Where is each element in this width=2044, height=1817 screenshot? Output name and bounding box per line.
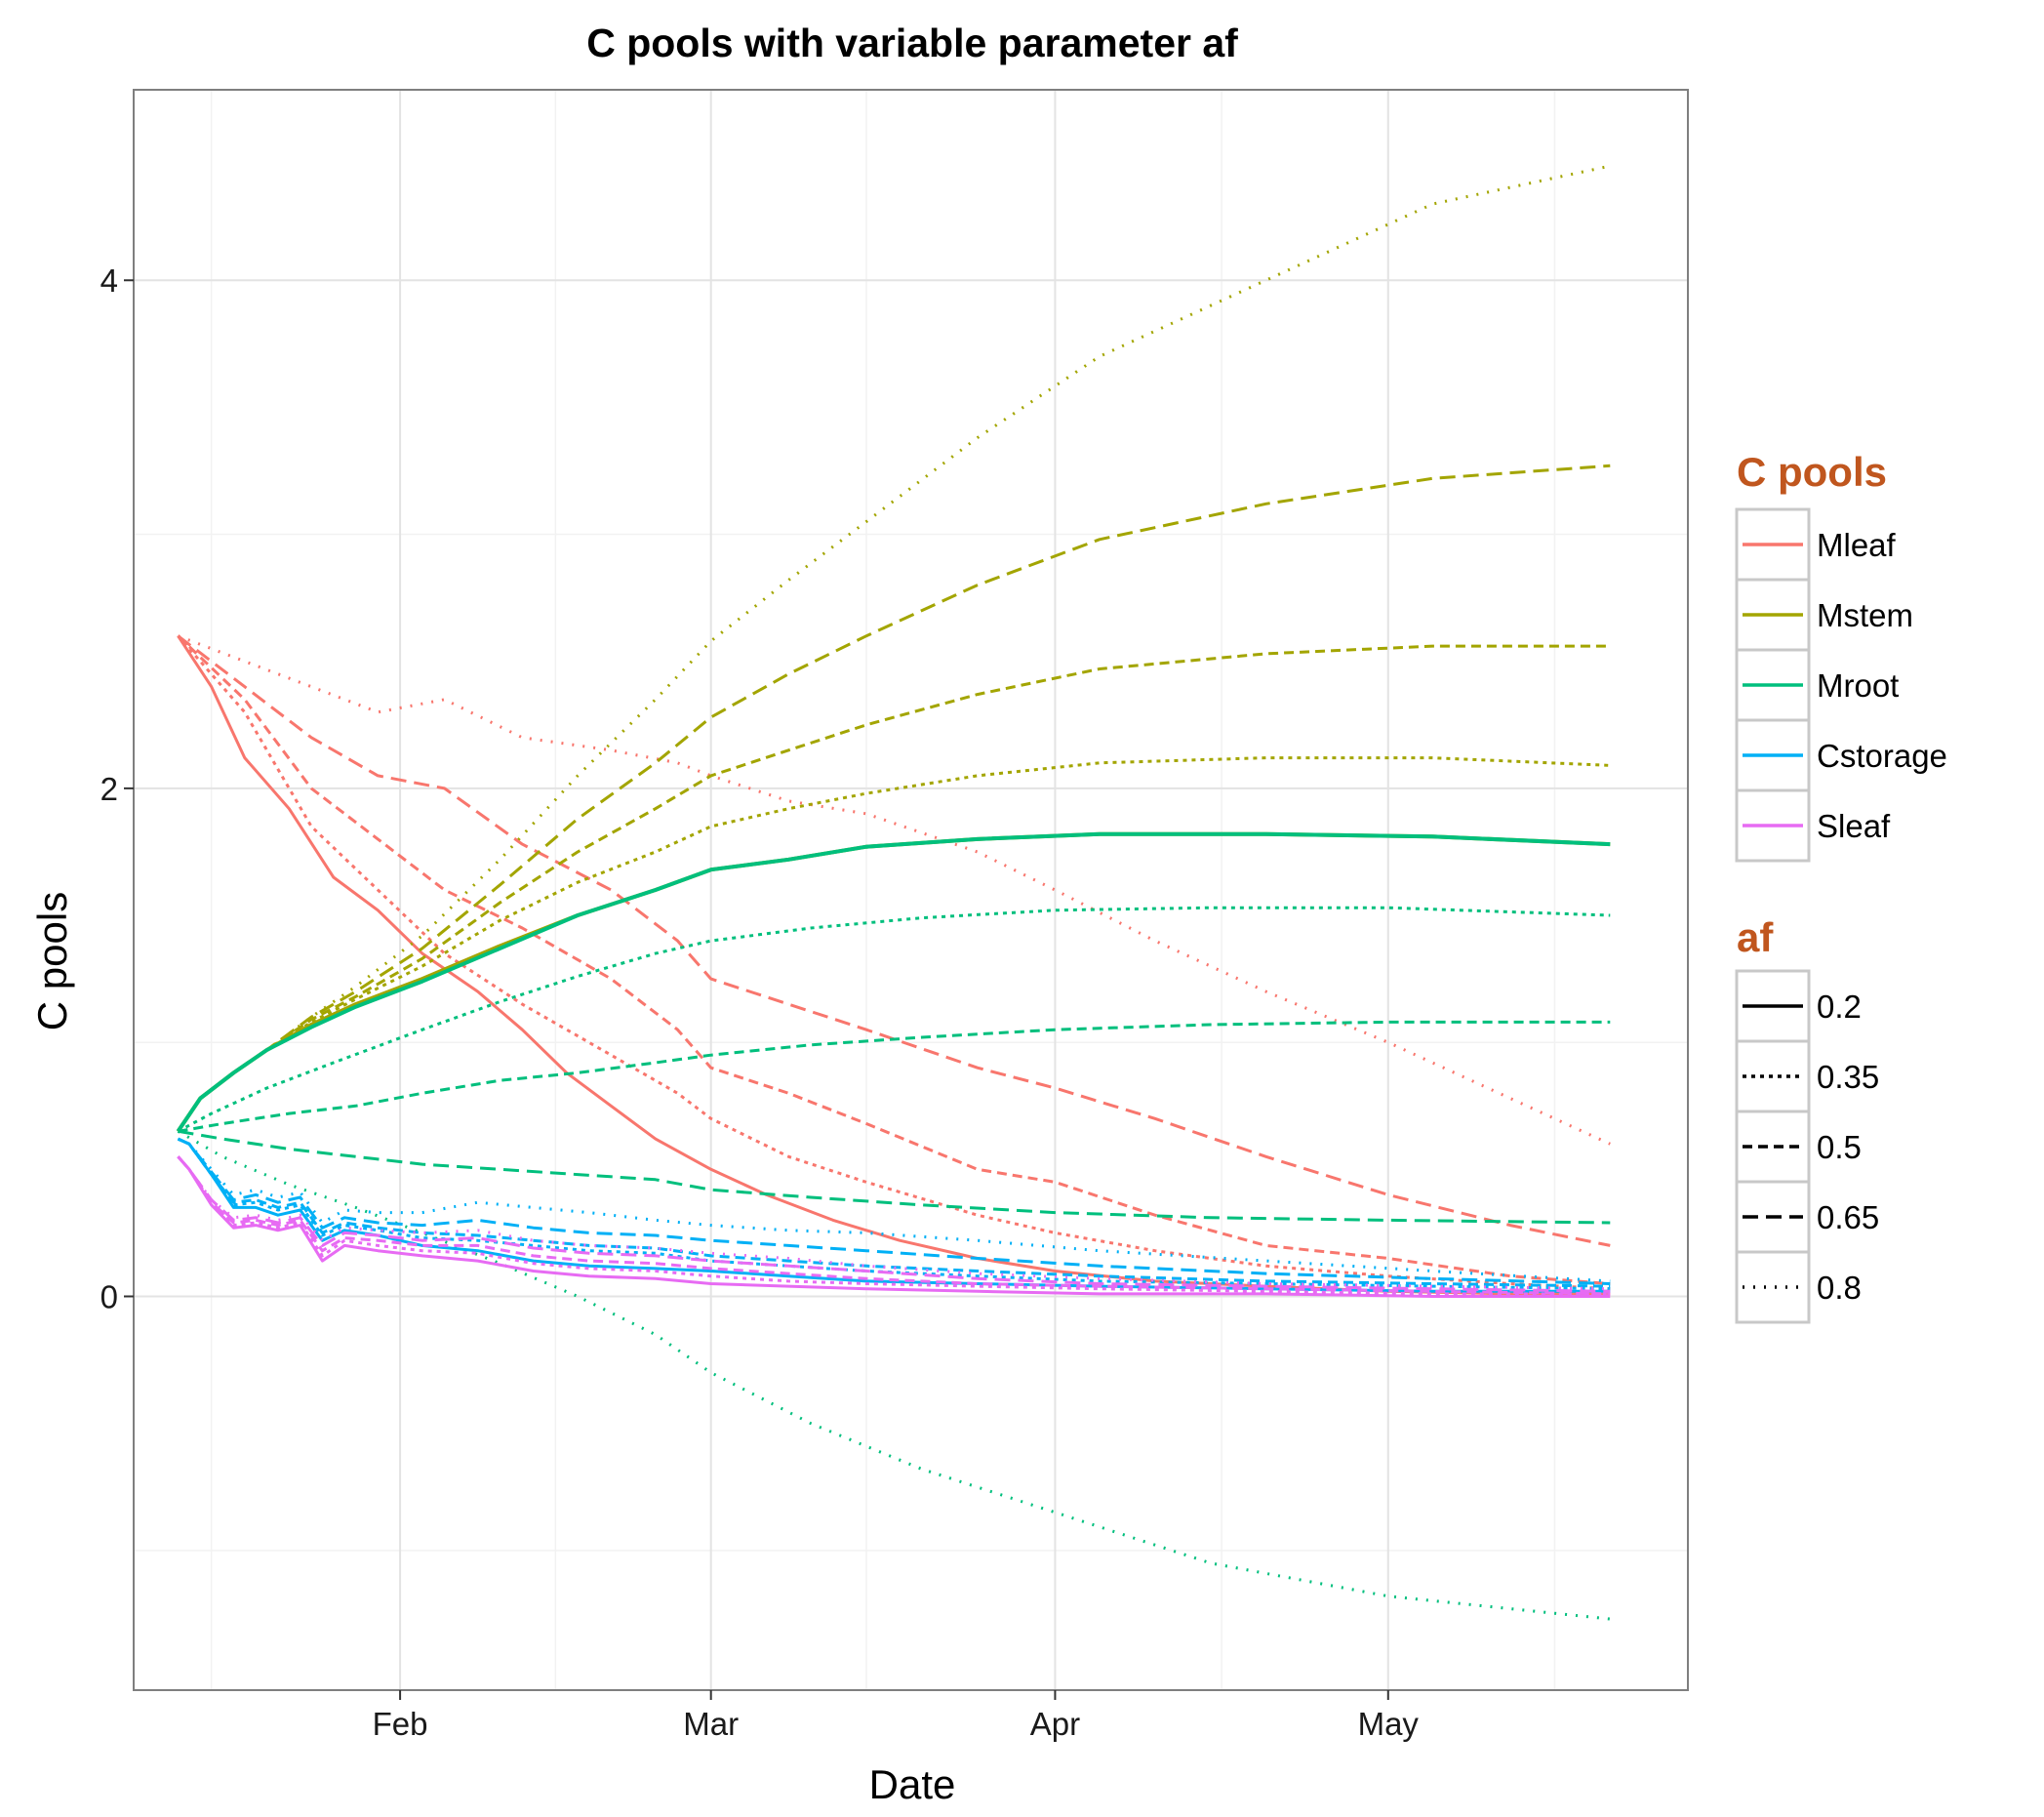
color-legend-title: C pools xyxy=(1737,449,1887,495)
x-axis-title: Date xyxy=(869,1761,956,1807)
linetype-legend-label: 0.65 xyxy=(1817,1199,1879,1235)
x-tick-label: May xyxy=(1358,1706,1420,1742)
color-legend-label: Sleaf xyxy=(1817,808,1891,844)
chart-title: C pools with variable parameter af xyxy=(586,20,1238,65)
y-tick-label: 4 xyxy=(100,262,118,299)
color-legend-label: Mroot xyxy=(1817,667,1899,704)
linetype-legend-title: af xyxy=(1737,914,1774,960)
y-tick-label: 0 xyxy=(100,1279,118,1315)
plot-panel xyxy=(134,90,1688,1690)
y-axis-title: C pools xyxy=(29,892,75,1030)
x-tick-label: Apr xyxy=(1030,1706,1080,1742)
y-tick-label: 2 xyxy=(100,771,118,807)
x-tick-label: Feb xyxy=(373,1706,428,1742)
color-legend-label: Mleaf xyxy=(1817,527,1897,563)
linetype-legend-label: 0.5 xyxy=(1817,1129,1862,1165)
linetype-legend-label: 0.35 xyxy=(1817,1059,1879,1095)
color-legend-label: Mstem xyxy=(1817,597,1913,633)
plot-area: 0 2 4 Feb Mar Apr May xyxy=(100,90,1688,1742)
linetype-legend-label: 0.2 xyxy=(1817,989,1862,1025)
x-tick-label: Mar xyxy=(683,1706,739,1742)
color-legend-label: Cstorage xyxy=(1817,738,1947,774)
linetype-legend-label: 0.8 xyxy=(1817,1270,1862,1306)
